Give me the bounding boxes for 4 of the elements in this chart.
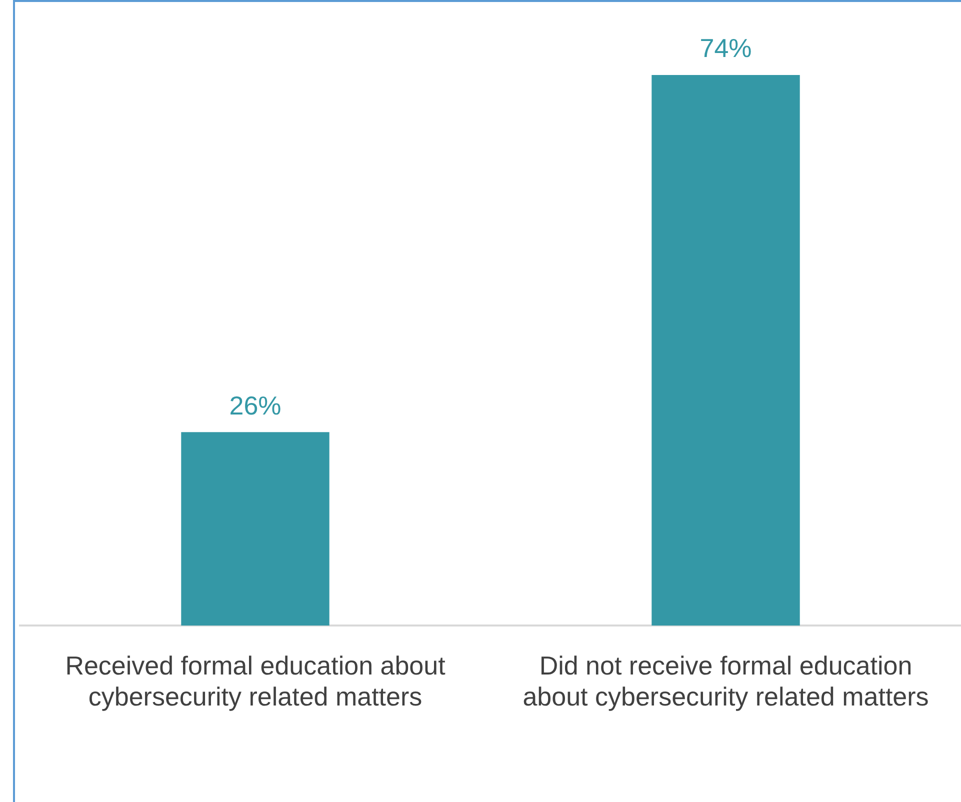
x-tick-label: Received formal education about cybersecurity related matters	[65, 650, 446, 712]
data-label: 26%	[229, 390, 282, 420]
data-label: 74%	[700, 33, 752, 64]
x-tick-label: Did not receive formal education about cybersecurity related matters	[522, 650, 929, 712]
